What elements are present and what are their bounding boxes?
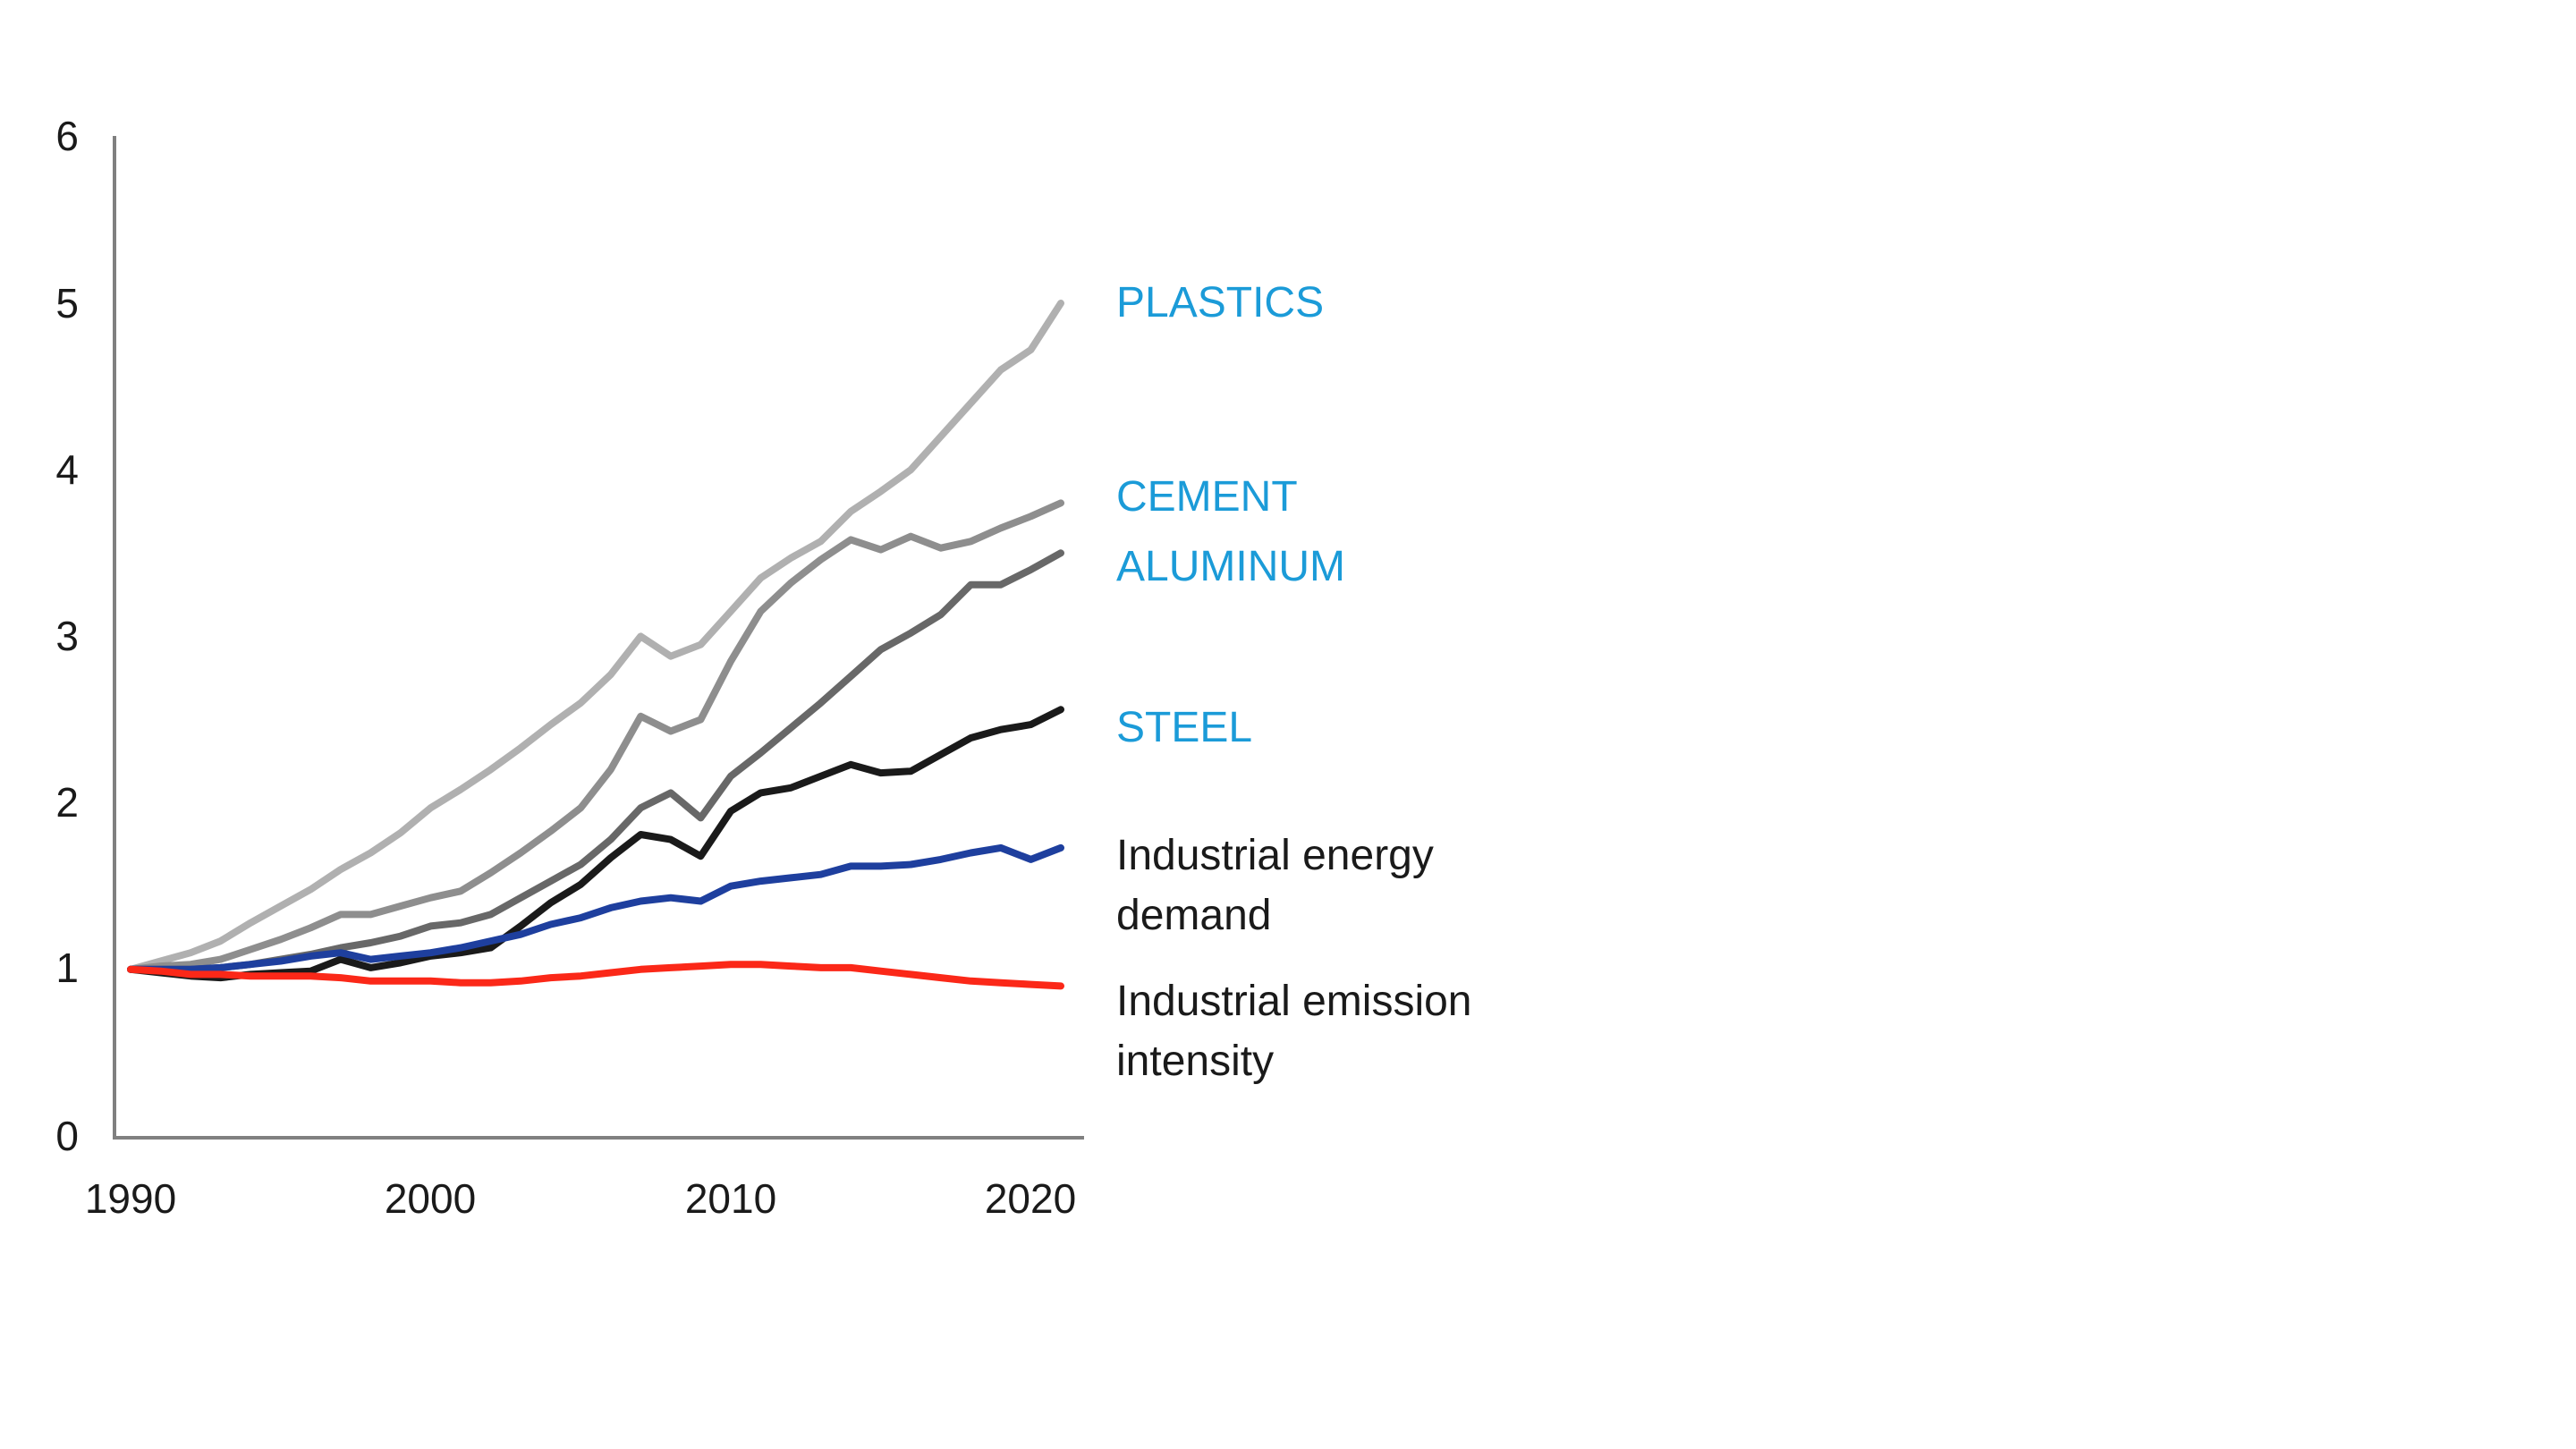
series-label-energy-line2: demand: [1116, 892, 1272, 939]
y-tick-0: 0: [55, 1113, 79, 1159]
series-label-steel-text: STEEL: [1116, 704, 1253, 751]
line-plastics: [127, 300, 1064, 973]
line-industrial-emission-intensity: [127, 961, 1064, 990]
line-industrial-energy-demand: [127, 843, 1064, 973]
series-label-aluminum-text: ALUMINUM: [1116, 543, 1346, 590]
series-label-plastics-text: PLASTICS: [1116, 279, 1325, 326]
y-tick-1: 1: [55, 945, 79, 991]
x-tick-2000: 2000: [384, 1175, 477, 1222]
y-tick-2: 2: [55, 779, 79, 826]
y-tick-4: 4: [55, 446, 79, 493]
series-label-emission-line1: Industrial emission: [1116, 978, 1472, 1025]
series-label-energy-line1: Industrial energy: [1116, 832, 1434, 879]
series-label-cement-text: CEMENT: [1116, 473, 1298, 521]
line-aluminum: [127, 549, 1064, 973]
y-tick-6: 6: [55, 113, 79, 159]
series-label-steel: STEEL: [1116, 698, 1252, 758]
series-lines: [127, 300, 1064, 990]
series-label-emission-line2: intensity: [1116, 1038, 1275, 1085]
x-tick-1990: 1990: [84, 1175, 177, 1222]
series-label-aluminum: ALUMINUM: [1116, 537, 1345, 597]
line-steel: [127, 706, 1064, 982]
y-tick-5: 5: [55, 280, 79, 326]
x-tick-2010: 2010: [684, 1175, 777, 1222]
series-label-cement: CEMENT: [1116, 467, 1298, 527]
y-tick-3: 3: [55, 613, 79, 659]
line-cement: [127, 499, 1064, 973]
series-label-industrial-energy-demand: Industrial energy demand: [1116, 826, 1434, 945]
x-tick-2020: 2020: [984, 1175, 1077, 1222]
series-label-plastics: PLASTICS: [1116, 273, 1324, 333]
series-label-industrial-emission-intensity: Industrial emission intensity: [1116, 971, 1472, 1091]
